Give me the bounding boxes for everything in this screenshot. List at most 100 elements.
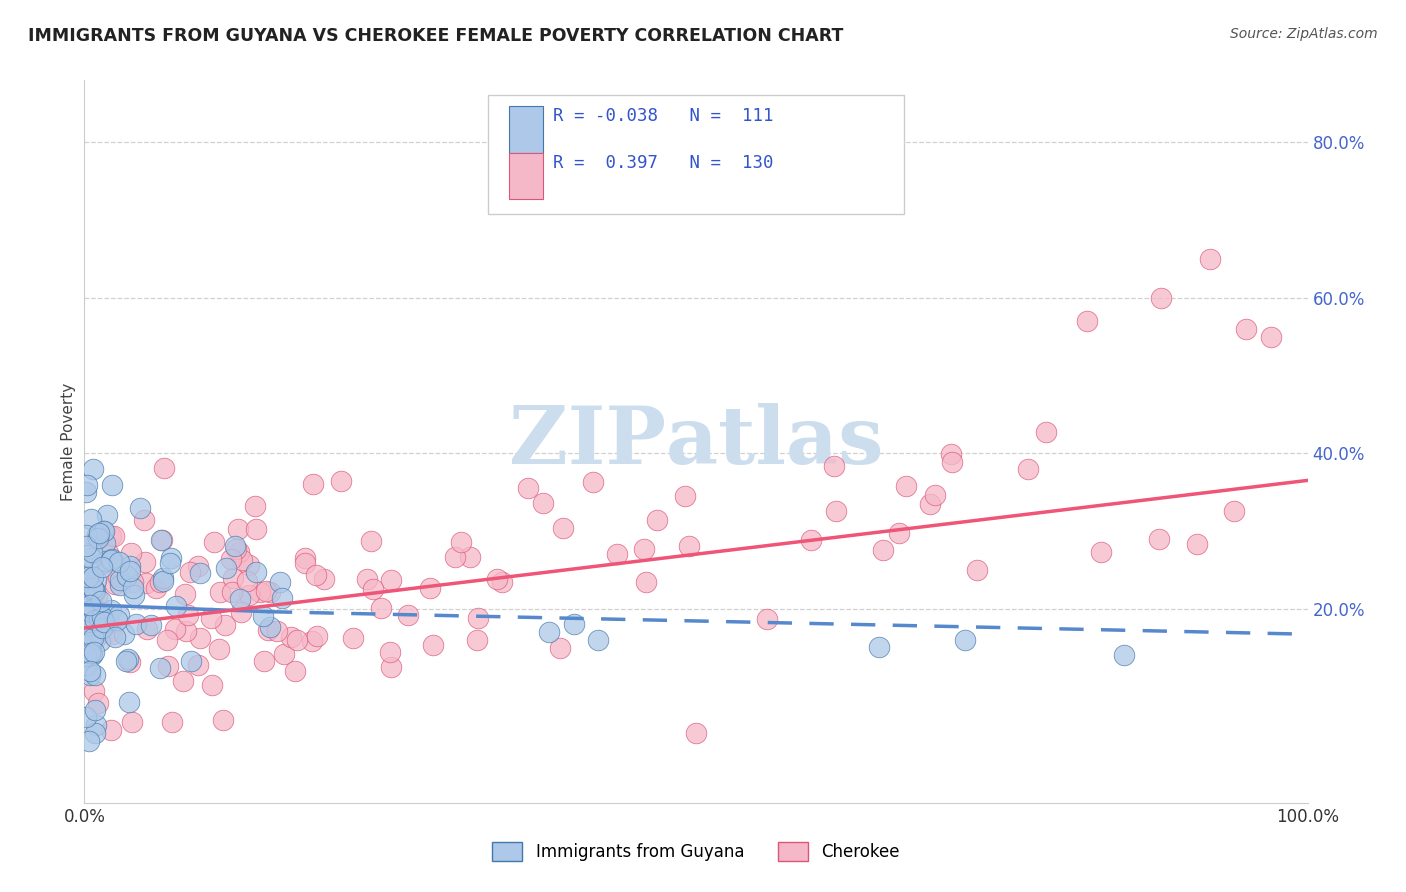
- Point: [87, 525, 110, 540]
- Point: [202, 535, 225, 549]
- Point: [90, 560, 112, 574]
- Point: [467, 611, 489, 625]
- Point: [83, 620, 105, 634]
- Point: [188, 631, 211, 645]
- Point: [152, 574, 174, 588]
- Point: [228, 545, 250, 559]
- Point: [245, 565, 267, 579]
- Point: [361, 582, 384, 596]
- FancyBboxPatch shape: [509, 105, 543, 153]
- Point: [378, 645, 401, 659]
- Point: [82, 545, 104, 559]
- Point: [177, 608, 200, 623]
- Point: [90, 593, 112, 607]
- Point: [96, 508, 118, 523]
- Point: [270, 591, 292, 606]
- Point: [266, 624, 288, 639]
- Point: [77, 592, 100, 607]
- Point: [83, 726, 105, 740]
- Point: [104, 577, 127, 591]
- Point: [458, 550, 481, 565]
- Point: [356, 572, 378, 586]
- Point: [551, 521, 574, 535]
- Point: [82, 570, 104, 584]
- Point: [280, 630, 302, 644]
- Point: [91, 621, 114, 635]
- Point: [294, 556, 316, 570]
- Point: [294, 550, 316, 565]
- Point: [1260, 329, 1282, 343]
- Point: [101, 552, 124, 566]
- Point: [224, 539, 246, 553]
- Point: [285, 632, 308, 647]
- Point: [284, 664, 307, 678]
- Point: [419, 581, 441, 595]
- Point: [238, 558, 260, 572]
- Point: [208, 585, 231, 599]
- Point: [108, 607, 131, 622]
- Point: [305, 568, 328, 582]
- Point: [79, 667, 101, 681]
- Point: [80, 646, 103, 660]
- Point: [84, 533, 107, 547]
- Point: [76, 618, 98, 632]
- Point: [550, 640, 572, 655]
- Point: [1198, 252, 1220, 266]
- Point: [80, 512, 103, 526]
- Point: [75, 649, 97, 664]
- Point: [221, 585, 243, 599]
- Text: R = -0.038   N =  111: R = -0.038 N = 111: [553, 107, 773, 126]
- Point: [924, 488, 946, 502]
- Point: [491, 574, 513, 589]
- Point: [152, 572, 174, 586]
- Point: [156, 658, 179, 673]
- Point: [252, 608, 274, 623]
- Point: [606, 547, 628, 561]
- Point: [83, 583, 105, 598]
- Point: [159, 556, 181, 570]
- Point: [75, 658, 97, 673]
- Point: [82, 581, 104, 595]
- Point: [93, 536, 115, 550]
- Point: [586, 632, 609, 647]
- Point: [872, 542, 894, 557]
- Point: [107, 570, 129, 584]
- Point: [678, 539, 700, 553]
- Point: [342, 632, 364, 646]
- Point: [156, 633, 179, 648]
- Point: [231, 552, 253, 566]
- Point: [129, 500, 152, 515]
- Point: [82, 461, 104, 475]
- Point: [360, 534, 382, 549]
- Point: [1147, 532, 1170, 546]
- Point: [685, 726, 707, 740]
- Point: [889, 525, 911, 540]
- Point: [120, 564, 142, 578]
- Point: [756, 611, 779, 625]
- Point: [120, 546, 142, 560]
- Point: [1150, 291, 1173, 305]
- Point: [208, 641, 231, 656]
- Point: [77, 561, 100, 575]
- Point: [79, 598, 101, 612]
- Text: Source: ZipAtlas.com: Source: ZipAtlas.com: [1230, 27, 1378, 41]
- Point: [115, 569, 138, 583]
- Point: [75, 616, 97, 631]
- Point: [82, 648, 104, 662]
- Point: [823, 458, 845, 473]
- Point: [149, 533, 172, 547]
- Point: [89, 611, 111, 625]
- Point: [582, 475, 605, 490]
- Point: [238, 588, 260, 602]
- Point: [673, 489, 696, 503]
- Point: [145, 581, 167, 595]
- Point: [84, 613, 107, 627]
- Point: [269, 575, 291, 590]
- Point: [330, 474, 353, 488]
- Point: [84, 584, 107, 599]
- Point: [236, 574, 259, 588]
- Point: [1114, 648, 1136, 663]
- Point: [87, 696, 110, 710]
- Point: [380, 660, 402, 674]
- Point: [941, 447, 963, 461]
